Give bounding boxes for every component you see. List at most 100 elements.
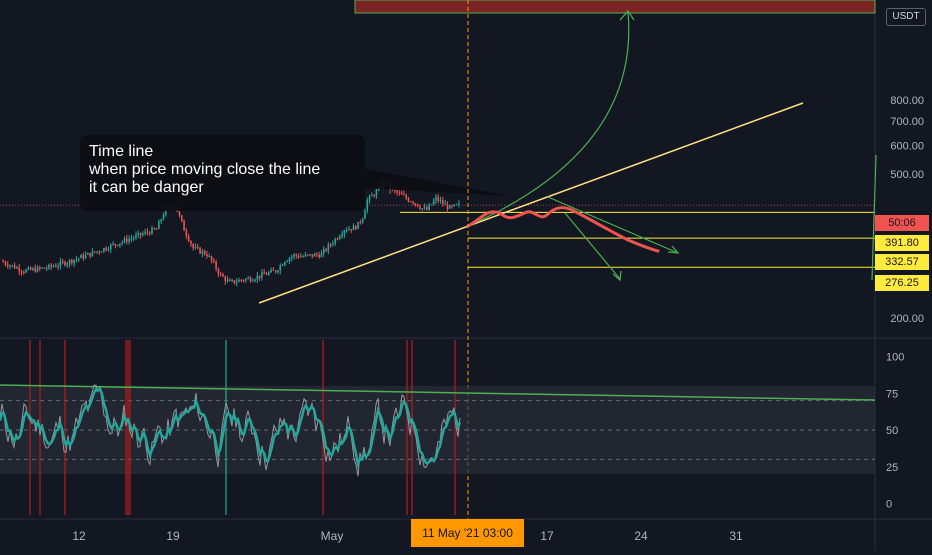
candle-body: [20, 271, 23, 273]
osc-line-teal: [0, 386, 462, 469]
candle-body: [121, 241, 124, 244]
candle-body: [398, 192, 401, 194]
candle-body: [279, 265, 282, 271]
bear-projection-line-1: [547, 196, 679, 254]
candle-body: [135, 234, 137, 238]
candle-body: [137, 232, 140, 235]
candle-body: [281, 265, 284, 267]
candle-body: [263, 272, 266, 274]
candle-body: [126, 238, 128, 242]
candle-body: [343, 230, 346, 235]
candle-body: [265, 273, 268, 275]
candle-body: [29, 267, 32, 270]
candle-body: [400, 192, 403, 195]
candle-body: [233, 280, 236, 284]
price-tag-bg-2: [875, 254, 929, 270]
candle-body: [444, 203, 446, 205]
candle-body: [164, 206, 167, 216]
candle-body: [322, 249, 325, 254]
candle-body: [123, 238, 126, 242]
osc-tick-50: 50: [886, 425, 898, 437]
bear-arrow-head-1: [667, 245, 680, 254]
candle-body: [355, 225, 357, 229]
candle-body: [332, 243, 334, 245]
price-tag-332: 332.57: [885, 256, 919, 268]
currency-badge[interactable]: USDT: [886, 8, 926, 26]
candle-body: [109, 244, 112, 250]
price-tag-bg-0: [875, 215, 929, 231]
candle-body: [41, 267, 43, 269]
candle-body: [428, 204, 430, 210]
candle-body: [103, 247, 105, 252]
candle-body: [325, 249, 327, 251]
x-tick-May: May: [321, 529, 344, 543]
candles-group: [2, 179, 460, 287]
x-tick-12: 12: [72, 529, 86, 543]
candle-body: [300, 256, 302, 258]
candle-body: [98, 251, 101, 253]
candle-body: [309, 254, 311, 256]
candle-body: [68, 259, 71, 264]
annotation-line-2: when price moving close the line: [89, 161, 321, 178]
candle-body: [238, 279, 240, 282]
candle-body: [361, 218, 364, 223]
candle-body: [80, 255, 82, 259]
candle-body: [38, 267, 41, 269]
candle-body: [396, 190, 398, 193]
candle-body: [277, 270, 279, 273]
candle-body: [16, 267, 18, 269]
candle-body: [341, 234, 343, 237]
candle-body: [458, 203, 460, 205]
y-tick-500.00: 500.00: [890, 169, 924, 181]
candle-body: [142, 233, 144, 236]
candle-body: [371, 195, 373, 197]
annotation-line-1: Time line: [89, 143, 154, 160]
candle-body: [352, 225, 355, 231]
candle-body: [336, 238, 339, 240]
price-tag-last: 50:06: [888, 217, 916, 229]
osc-tick-75: 75: [886, 388, 898, 400]
candle-body: [203, 250, 206, 255]
candle-body: [425, 207, 428, 210]
annotation-callout[interactable]: Time line when price moving close the li…: [80, 135, 365, 211]
candle-body: [25, 269, 27, 273]
candle-body: [57, 265, 59, 267]
candle-body: [107, 249, 110, 251]
candle-body: [210, 256, 213, 261]
y-tick-700.00: 700.00: [890, 116, 924, 128]
candle-body: [407, 198, 410, 202]
trendline: [258, 102, 804, 304]
candle-body: [313, 253, 316, 257]
candle-body: [153, 228, 156, 230]
candle-body: [432, 200, 435, 205]
candle-body: [231, 280, 233, 282]
candle-body: [430, 204, 433, 206]
x-tick-24: 24: [634, 529, 648, 543]
candle-body: [235, 281, 238, 284]
candle-body: [116, 244, 119, 246]
candle-body: [261, 272, 263, 278]
candle-body: [320, 253, 323, 258]
candle-body: [148, 232, 151, 235]
candle-body: [364, 210, 366, 219]
candle-body: [288, 258, 291, 262]
annotation-line-3: it can be danger: [89, 179, 204, 196]
candle-body: [151, 228, 153, 235]
candle-body: [453, 204, 456, 206]
candle-body: [128, 238, 130, 242]
candle-body: [245, 278, 247, 281]
candle-body: [295, 254, 298, 256]
candle-body: [416, 203, 419, 207]
candle-body: [350, 229, 353, 231]
x-tick-17: 17: [540, 529, 554, 543]
candle-body: [208, 256, 211, 258]
candle-body: [304, 254, 307, 257]
candle-body: [180, 215, 183, 221]
candle-body: [247, 277, 249, 279]
candle-body: [185, 230, 188, 236]
candle-body: [318, 254, 320, 258]
candle-body: [409, 201, 412, 203]
candle-body: [48, 264, 50, 269]
candle-body: [162, 215, 165, 220]
